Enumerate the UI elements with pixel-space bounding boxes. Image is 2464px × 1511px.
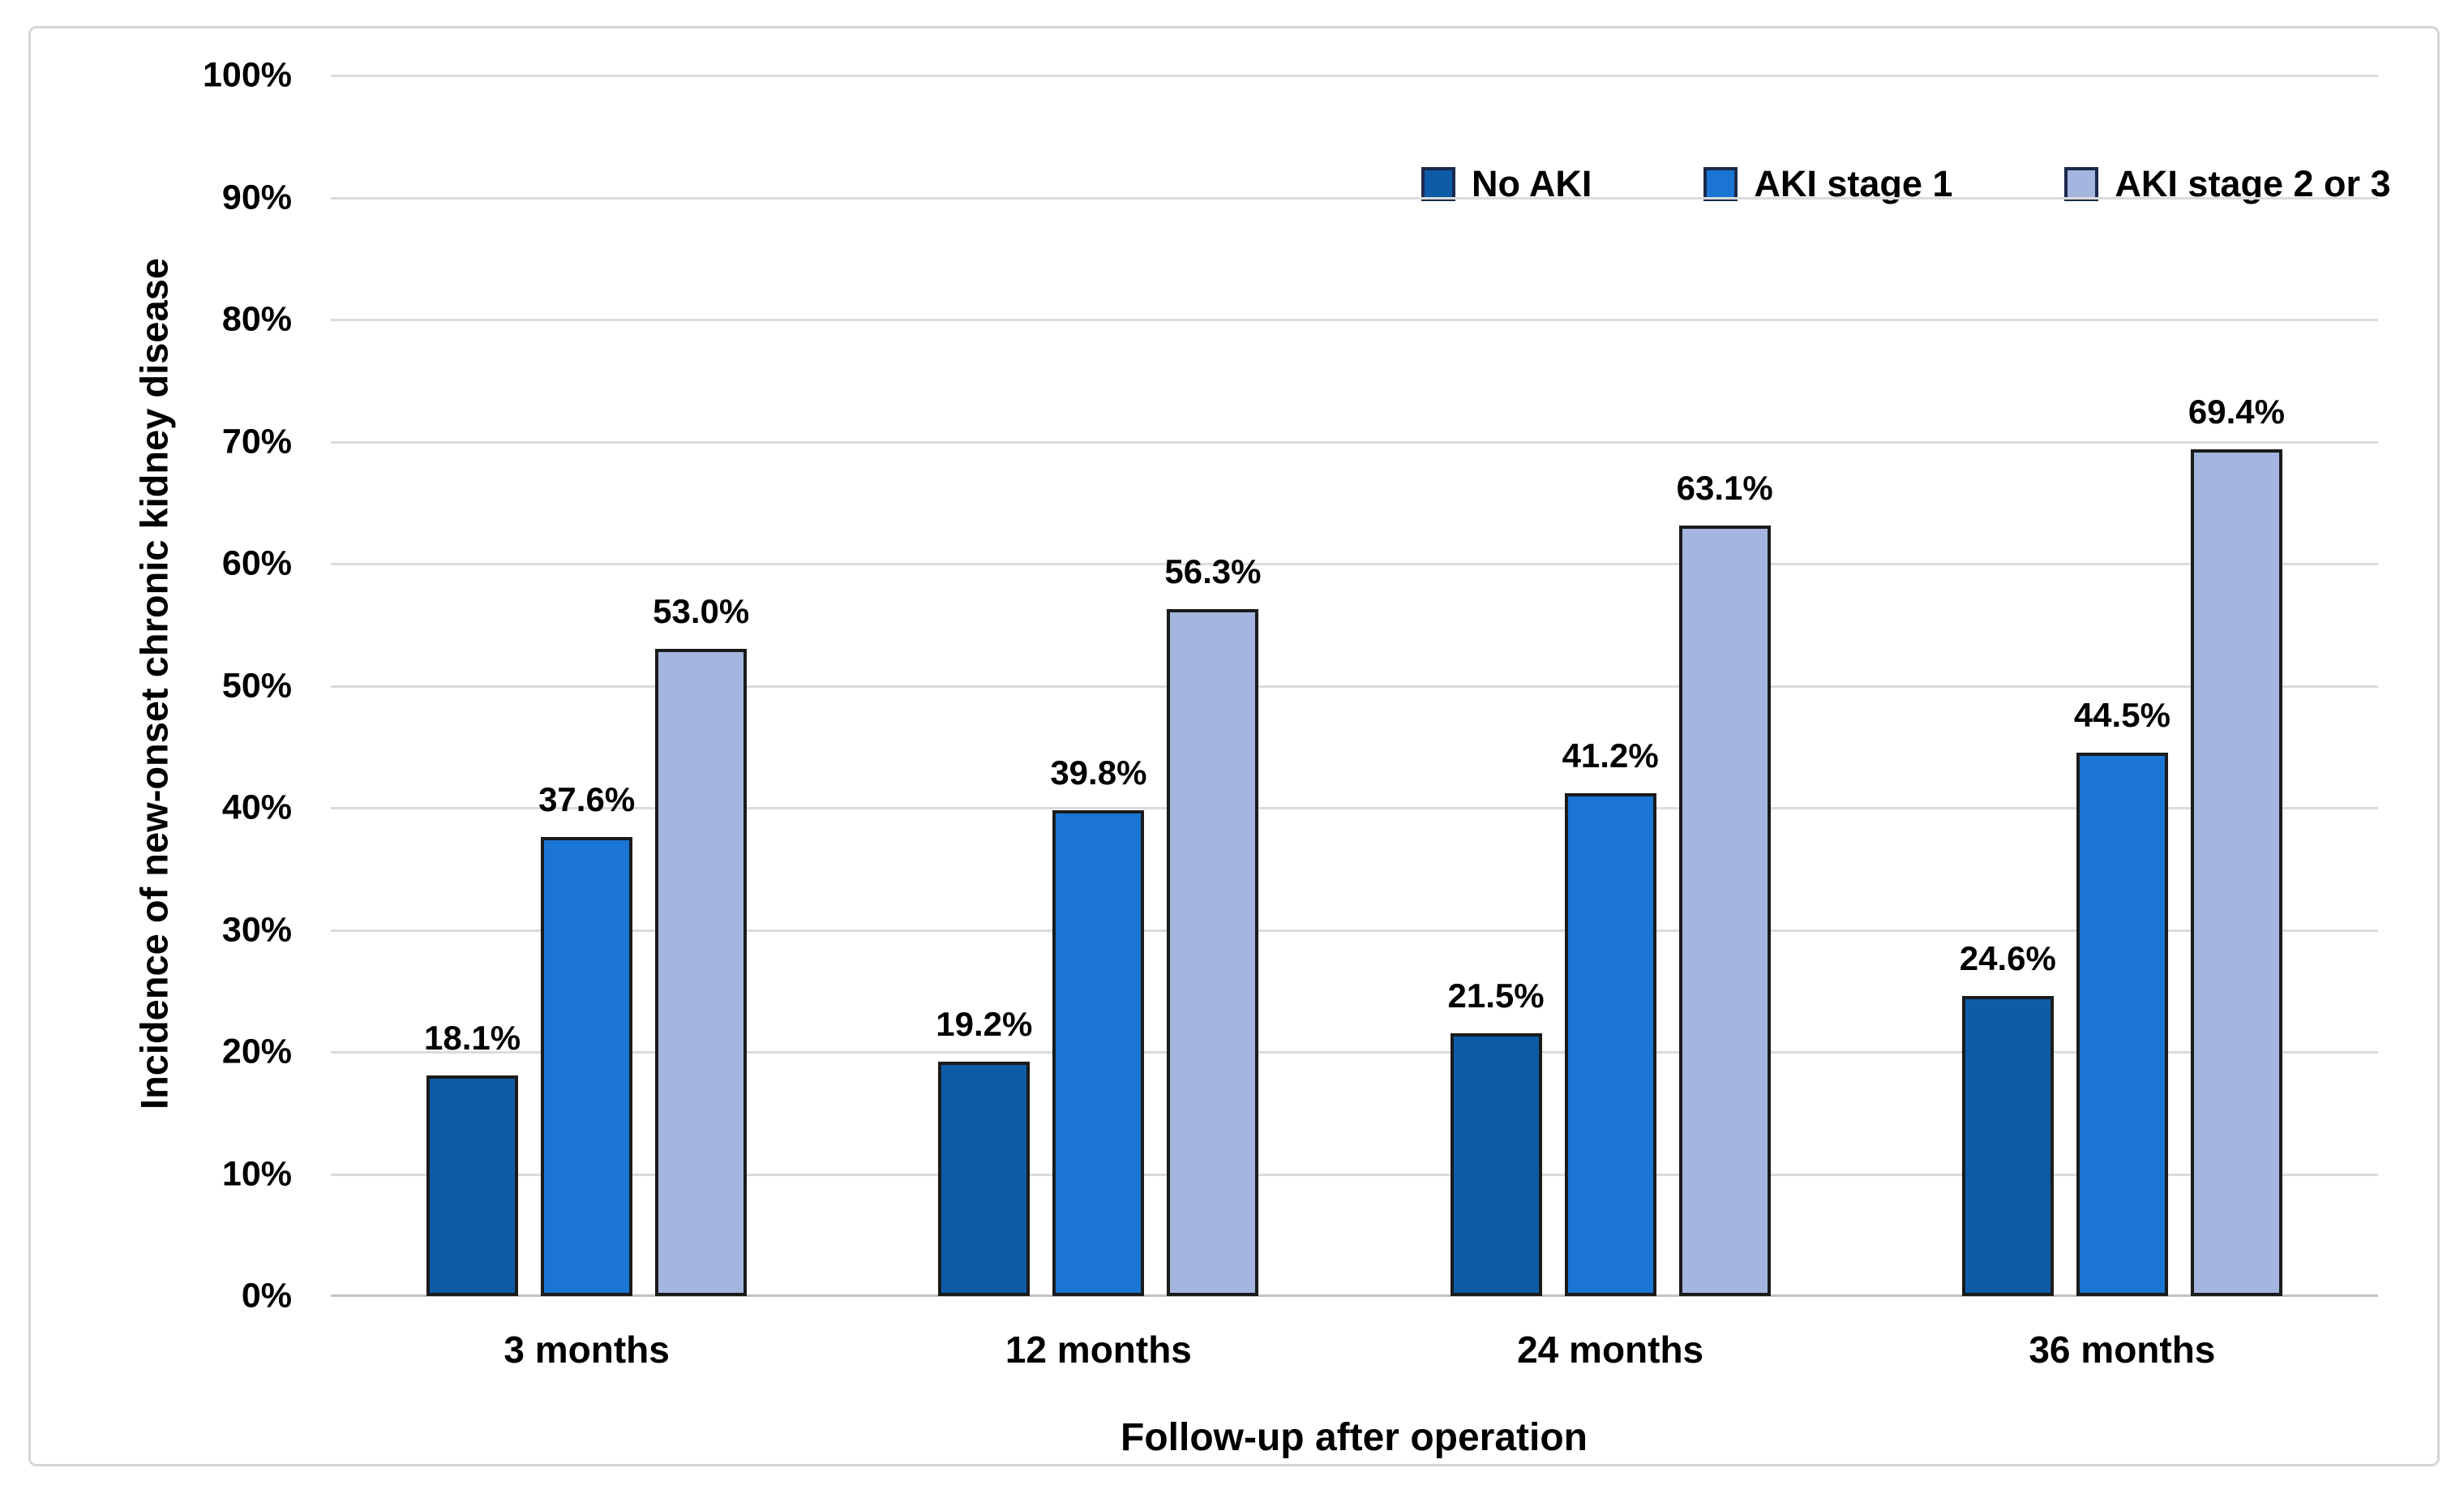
gridline bbox=[331, 75, 2378, 77]
bar-value-label: 18.1% bbox=[423, 1018, 521, 1057]
bar-aki-stage-2-or-3 bbox=[1167, 608, 1259, 1296]
gridline bbox=[331, 1173, 2378, 1176]
bar-group-12-months: 19.2% 39.8% 56.3% bbox=[842, 75, 1354, 1296]
y-tick-label: 80% bbox=[221, 299, 292, 339]
bar-aki-stage-1 bbox=[2076, 753, 2168, 1296]
gridline bbox=[331, 319, 2378, 321]
bar-aki-stage-2-or-3 bbox=[1678, 526, 1771, 1296]
bar-aki-stage-2-or-3 bbox=[655, 649, 748, 1296]
y-tick-label: 20% bbox=[221, 1032, 292, 1071]
bar-value-label: 44.5% bbox=[2073, 696, 2170, 735]
legend-swatch-icon bbox=[1703, 167, 1738, 201]
x-category-label: 12 months bbox=[1005, 1329, 1192, 1371]
x-axis-line bbox=[331, 1294, 2378, 1297]
gridline bbox=[331, 440, 2378, 444]
gridline bbox=[331, 685, 2378, 688]
bar-aki-stage-1 bbox=[1564, 792, 1656, 1296]
y-tick-label: 10% bbox=[221, 1154, 292, 1193]
y-tick-label: 30% bbox=[221, 910, 292, 949]
y-tick-label: 100% bbox=[203, 55, 292, 95]
bar-value-label: 41.2% bbox=[1562, 736, 1659, 775]
bar-value-label: 53.0% bbox=[653, 592, 750, 631]
bar-value-label: 19.2% bbox=[936, 1005, 1033, 1044]
plot-area: No AKI AKI stage 1 AKI stage 2 or 3 18.1% 3… bbox=[331, 75, 2391, 1297]
bar-value-label: 63.1% bbox=[1676, 469, 1773, 508]
x-axis-category-labels: 3 months 12 months 24 months 36 months bbox=[331, 1328, 2378, 1371]
gridline bbox=[331, 929, 2378, 932]
y-axis-ticks: 0% 10% 20% 30% 40% 50% 60% 70% 80% 90% 100% bbox=[31, 56, 292, 1316]
bar-group-36-months: 24.6% 44.5% 69.4% bbox=[1866, 75, 2378, 1296]
bar-no-aki bbox=[1450, 1033, 1542, 1296]
legend-swatch-icon bbox=[2064, 167, 2099, 201]
bar-aki-stage-1 bbox=[541, 837, 633, 1296]
gridline bbox=[331, 807, 2378, 809]
legend-swatch-icon bbox=[1421, 167, 1455, 201]
y-tick-label: 70% bbox=[221, 422, 292, 461]
y-tick-label: 60% bbox=[221, 543, 292, 583]
bar-no-aki bbox=[426, 1075, 519, 1296]
bar-value-label: 56.3% bbox=[1164, 552, 1262, 590]
bar-value-label: 24.6% bbox=[1959, 938, 2056, 977]
y-tick-label: 50% bbox=[221, 666, 292, 705]
bar-value-label: 69.4% bbox=[2188, 392, 2285, 431]
bar-value-label: 39.8% bbox=[1050, 753, 1147, 792]
x-category-label: 36 months bbox=[2029, 1329, 2216, 1371]
x-axis-title: Follow-up after operation bbox=[1121, 1416, 1588, 1459]
y-tick-label: 90% bbox=[221, 178, 292, 217]
bar-aki-stage-2-or-3 bbox=[2190, 449, 2282, 1296]
bar-group-24-months: 21.5% 41.2% 63.1% bbox=[1355, 75, 1866, 1296]
gridline bbox=[331, 1051, 2378, 1054]
y-tick-label: 40% bbox=[221, 788, 292, 827]
bar-value-label: 21.5% bbox=[1447, 977, 1545, 1015]
x-category-label: 3 months bbox=[504, 1329, 670, 1371]
bar-group-3-months: 18.1% 37.6% 53.0% bbox=[331, 75, 842, 1296]
y-tick-label: 0% bbox=[241, 1276, 292, 1316]
chart-figure: Incidence of new-onset chronic kidney di… bbox=[28, 26, 2440, 1466]
bar-aki-stage-1 bbox=[1052, 810, 1145, 1296]
gridline bbox=[331, 196, 2378, 200]
bar-value-label: 37.6% bbox=[538, 780, 636, 819]
bar-no-aki bbox=[1961, 995, 2054, 1296]
gridline bbox=[331, 563, 2378, 565]
x-category-label: 24 months bbox=[1517, 1329, 1704, 1371]
bar-no-aki bbox=[938, 1062, 1031, 1296]
